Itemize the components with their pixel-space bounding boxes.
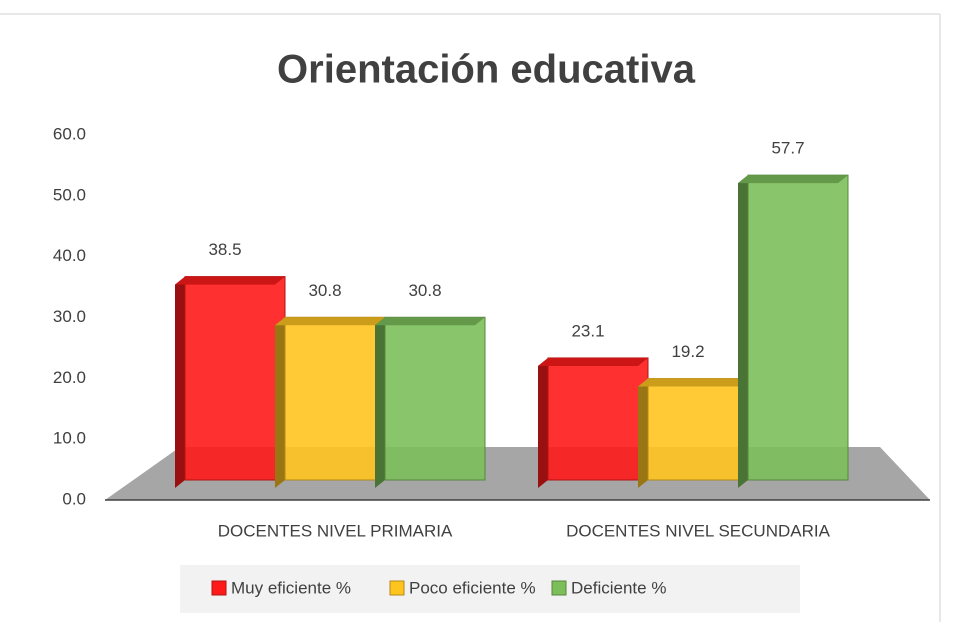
bar	[384, 316, 486, 481]
y-tick-label: 50.0	[53, 185, 86, 204]
bar	[184, 276, 286, 481]
legend-box	[180, 565, 800, 613]
bar	[647, 378, 749, 481]
legend-swatch	[389, 580, 405, 596]
data-label: 23.1	[571, 321, 604, 340]
y-tick-label: 20.0	[53, 368, 86, 387]
y-tick-label: 10.0	[53, 429, 86, 448]
bar-top	[375, 317, 485, 326]
y-tick-label: 60.0	[53, 124, 86, 143]
y-tick-label: 0.0	[62, 489, 86, 508]
chart-title: Orientación educativa	[277, 48, 696, 92]
legend-label: Poco eficiente %	[409, 578, 536, 597]
bar-top	[175, 276, 285, 285]
bar-side	[175, 276, 185, 488]
data-label: 19.2	[671, 342, 704, 361]
data-label: 57.7	[771, 139, 804, 158]
bar-top	[275, 317, 385, 326]
legend-label: Deficiente %	[571, 578, 666, 597]
x-tick-label: DOCENTES NIVEL SECUNDARIA	[566, 521, 831, 540]
bar	[747, 174, 849, 481]
legend-label: Muy eficiente %	[231, 578, 351, 597]
bar-side	[638, 378, 648, 488]
bar	[284, 316, 386, 481]
bar-top	[738, 175, 848, 184]
bar-side	[275, 317, 285, 488]
bar-top	[538, 357, 648, 366]
bar	[547, 357, 649, 481]
bar-side	[538, 357, 548, 488]
y-tick-label: 40.0	[53, 246, 86, 265]
data-label: 38.5	[208, 240, 241, 259]
y-tick-label: 30.0	[53, 307, 86, 326]
x-tick-label: DOCENTES NIVEL PRIMARIA	[218, 521, 453, 540]
legend-swatch	[211, 580, 227, 596]
data-label: 30.8	[408, 281, 441, 300]
bar-side	[375, 317, 385, 488]
bar-top	[638, 378, 748, 387]
data-label: 30.8	[308, 281, 341, 300]
bar-side	[738, 175, 748, 488]
legend-swatch	[551, 580, 567, 596]
